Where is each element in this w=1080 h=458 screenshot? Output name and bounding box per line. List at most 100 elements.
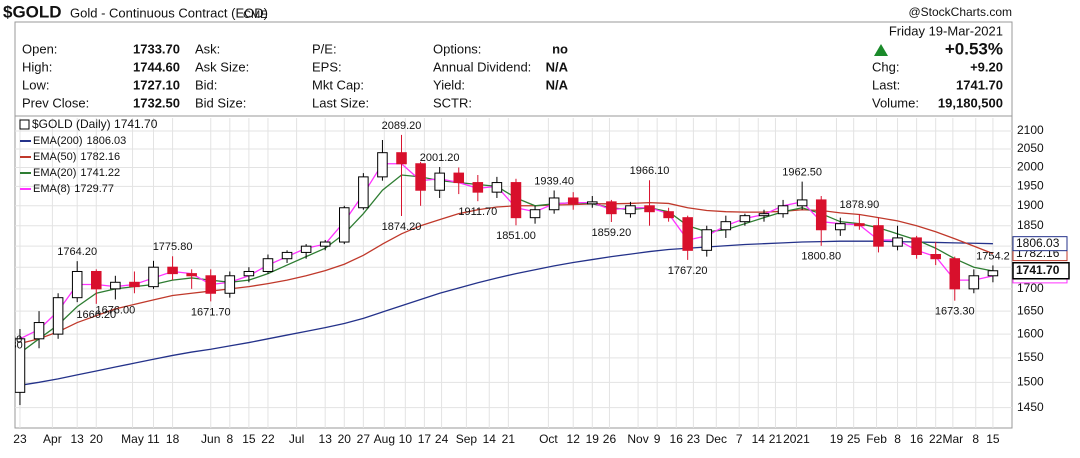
x-tick-label: 2021 <box>783 432 810 446</box>
annotation: 1911.70 <box>458 206 497 218</box>
source: @StockCharts.com <box>908 5 1012 19</box>
candle-body <box>186 273 197 277</box>
candle-body <box>129 281 140 288</box>
y-tick-label: 1550 <box>1017 350 1044 364</box>
y-tick-label: 1700 <box>1017 281 1044 295</box>
y-tick-label: 1500 <box>1017 374 1044 388</box>
annotation: 1939.40 <box>534 175 574 187</box>
candle-body <box>510 182 522 219</box>
x-tick-label: 26 <box>603 432 617 446</box>
candle-body <box>472 182 484 193</box>
field-label: Mkt Cap: <box>312 77 364 92</box>
y-tick-label: 1950 <box>1017 179 1044 193</box>
candle-body <box>110 281 121 290</box>
symbol: $GOLD <box>3 2 62 21</box>
annotation: 1859.20 <box>591 227 631 239</box>
legend-label: EMA(20) 1741.22 <box>33 167 120 179</box>
y-tick-label: 2100 <box>1017 123 1044 137</box>
field-label: Volume: <box>872 95 919 110</box>
field-label: Yield: <box>433 77 465 92</box>
candle-body <box>567 197 579 205</box>
x-tick-label: 21 <box>769 432 783 446</box>
candle-body <box>300 245 312 253</box>
x-tick-label: 14 <box>752 432 766 446</box>
candle-body <box>396 152 407 165</box>
x-tick-label: Mar <box>943 432 964 446</box>
annotation: 1611.00 <box>0 334 22 346</box>
candle-body <box>548 197 560 211</box>
y-tick-label: 1650 <box>1017 303 1044 317</box>
x-tick-label: 7 <box>736 432 743 446</box>
candle-body <box>739 215 751 223</box>
instrument-name: Gold - Continuous Contract (EOD) <box>70 5 268 20</box>
candle-body <box>52 297 64 335</box>
ema-line <box>19 201 994 345</box>
legend-value: 1806.03 <box>87 135 127 147</box>
candle-body <box>529 209 541 219</box>
field-value: 19,180,500 <box>938 95 1003 110</box>
candle-body <box>796 199 808 207</box>
x-tick-label: 13 <box>319 432 333 446</box>
price-tag-label: 1806.03 <box>1016 236 1060 250</box>
x-tick-label: 24 <box>435 432 449 446</box>
field-label: Low: <box>22 77 49 92</box>
x-tick-label: 22 <box>261 432 275 446</box>
candle-body <box>281 251 293 260</box>
x-tick-label: Nov <box>627 432 648 446</box>
annotation: 1764.20 <box>57 246 97 258</box>
field-label: Annual Dividend: <box>433 59 531 74</box>
x-tick-label: 15 <box>242 432 256 446</box>
x-tick-label: Apr <box>43 432 62 446</box>
annotation: 2001.20 <box>420 152 460 164</box>
field-value: 1732.50 <box>133 95 180 110</box>
price-tag-label: 1741.70 <box>1016 263 1060 277</box>
x-tick-label: May <box>121 432 144 446</box>
ema-line <box>19 163 994 340</box>
candle-body <box>644 205 655 213</box>
x-tick-label: 15 <box>986 432 1000 446</box>
field-label: Bid Size: <box>195 95 246 110</box>
x-tick-label: 12 <box>567 432 581 446</box>
x-tick-label: Dec <box>706 432 727 446</box>
y-tick-label: 1900 <box>1017 198 1044 212</box>
x-tick-label: 23 <box>687 432 701 446</box>
x-tick-label: 8 <box>226 432 233 446</box>
legend-label: EMA(200) 1806.03 <box>33 135 126 147</box>
candle-body <box>758 213 770 217</box>
x-tick-label: Oct <box>539 432 558 446</box>
legend-value: 1782.16 <box>80 151 120 163</box>
candle-body <box>930 254 941 260</box>
candle-body <box>319 241 331 247</box>
legend-title: $GOLD (Daily) 1741.70 <box>32 117 158 131</box>
annotation: 1878.90 <box>839 199 879 211</box>
candle-body <box>415 163 426 191</box>
annotation: 1874.20 <box>382 221 422 233</box>
x-tick-label: 22 <box>929 432 943 446</box>
ema-line <box>19 174 994 354</box>
candle-body <box>701 229 713 251</box>
candle-body <box>339 207 350 243</box>
field-label: Prev Close: <box>22 95 89 110</box>
x-tick-label: 17 <box>418 432 432 446</box>
field-value: 1733.70 <box>133 41 180 56</box>
x-tick-label: Jun <box>201 432 220 446</box>
annotation: 1767.20 <box>668 265 708 277</box>
candle-body <box>663 211 674 219</box>
x-tick-label: 11 <box>147 432 160 446</box>
candle-body <box>434 172 445 191</box>
field-label: Ask: <box>195 41 220 56</box>
annotation: 1754.2 <box>976 250 1010 262</box>
candle-body <box>224 275 236 294</box>
annotation: 2089.20 <box>382 120 422 132</box>
x-tick-label: 27 <box>357 432 371 446</box>
candle-body <box>377 152 388 178</box>
price-tag <box>1012 262 1070 280</box>
annotation: 1966.10 <box>630 165 670 177</box>
legend-value: 1741.22 <box>80 167 120 179</box>
annotation: 1800.80 <box>801 251 841 263</box>
x-tick-label: 8 <box>894 432 901 446</box>
candle-body <box>91 270 102 290</box>
field-label: Options: <box>433 41 481 56</box>
